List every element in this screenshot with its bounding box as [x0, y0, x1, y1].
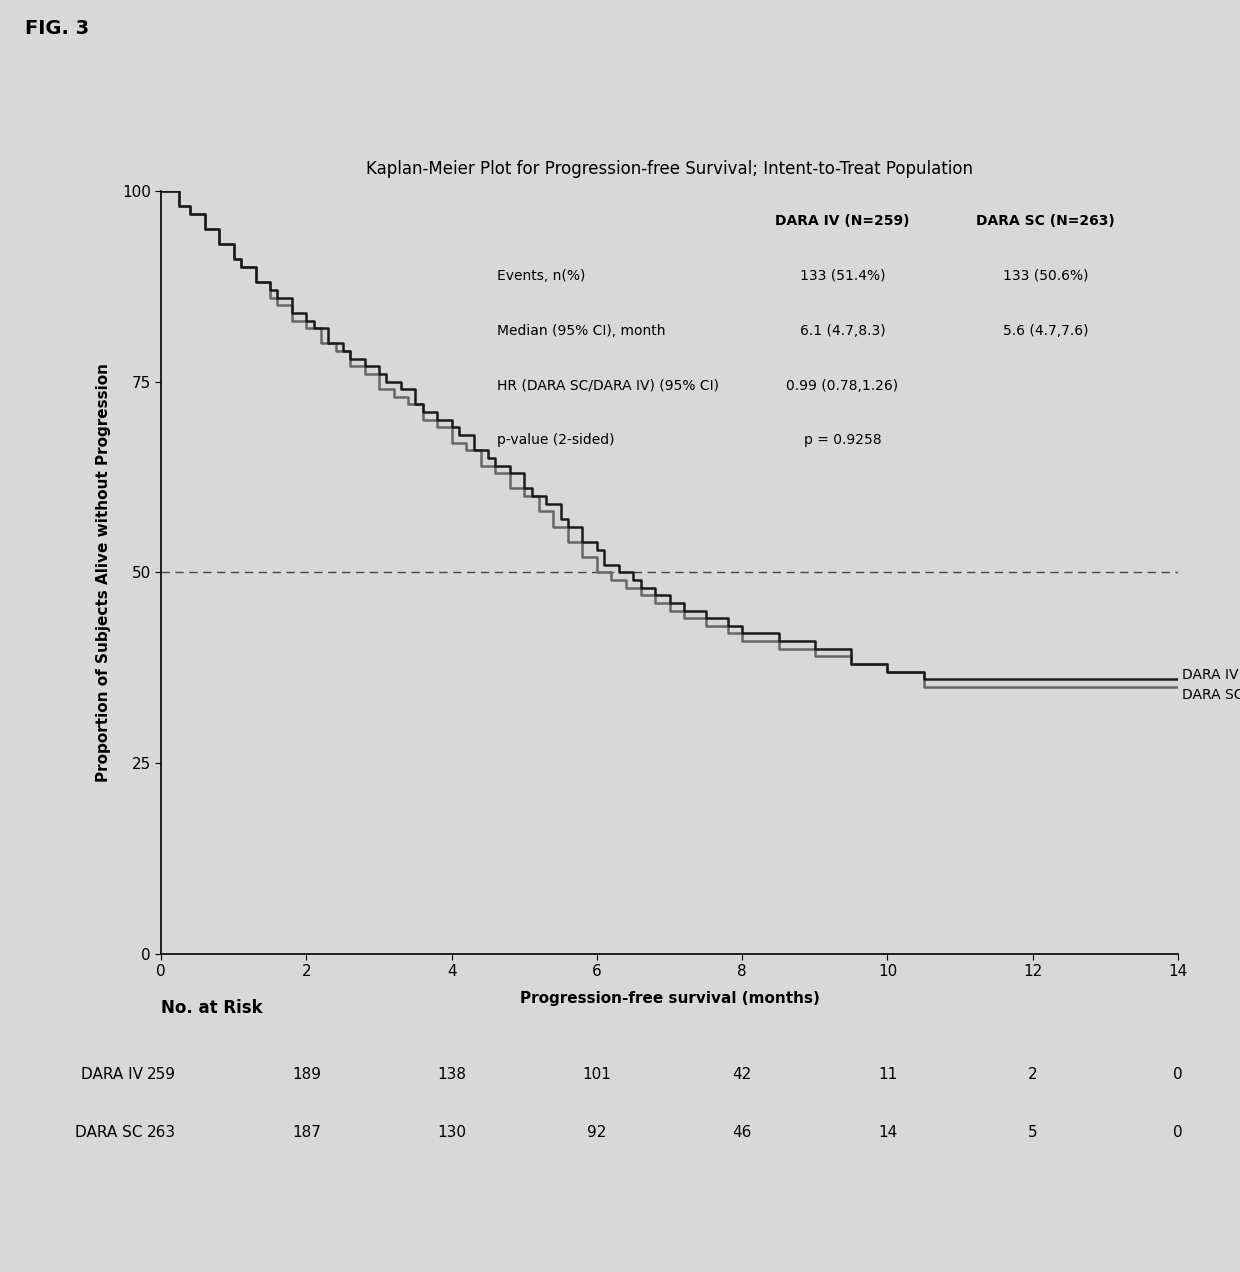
Text: 133 (50.6%): 133 (50.6%) — [1003, 268, 1089, 282]
X-axis label: Progression-free survival (months): Progression-free survival (months) — [520, 991, 820, 1006]
Text: DARA IV: DARA IV — [1182, 668, 1238, 683]
Text: No. at Risk: No. at Risk — [161, 999, 263, 1016]
Text: 0: 0 — [1173, 1124, 1183, 1140]
Text: DARA IV: DARA IV — [81, 1067, 143, 1082]
Text: 92: 92 — [588, 1124, 606, 1140]
Text: 5: 5 — [1028, 1124, 1038, 1140]
Text: 101: 101 — [583, 1067, 611, 1082]
Text: 263: 263 — [146, 1124, 176, 1140]
Text: 6.1 (4.7,8.3): 6.1 (4.7,8.3) — [800, 323, 885, 337]
Text: FIG. 3: FIG. 3 — [25, 19, 89, 38]
Text: 130: 130 — [438, 1124, 466, 1140]
Text: 133 (51.4%): 133 (51.4%) — [800, 268, 885, 282]
Text: Median (95% CI), month: Median (95% CI), month — [497, 323, 665, 337]
Text: DARA SC: DARA SC — [1182, 687, 1240, 702]
Text: 187: 187 — [291, 1124, 321, 1140]
Text: 5.6 (4.7,7.6): 5.6 (4.7,7.6) — [1003, 323, 1089, 337]
Text: DARA SC (N=263): DARA SC (N=263) — [976, 214, 1115, 228]
Text: 42: 42 — [733, 1067, 751, 1082]
Text: 14: 14 — [878, 1124, 897, 1140]
Text: 0: 0 — [1173, 1067, 1183, 1082]
Text: HR (DARA SC/DARA IV) (95% CI): HR (DARA SC/DARA IV) (95% CI) — [497, 379, 719, 393]
Text: 11: 11 — [878, 1067, 897, 1082]
Text: p = 0.9258: p = 0.9258 — [804, 434, 882, 448]
Text: 0.99 (0.78,1.26): 0.99 (0.78,1.26) — [786, 379, 899, 393]
Y-axis label: Proportion of Subjects Alive without Progression: Proportion of Subjects Alive without Pro… — [95, 363, 110, 782]
Text: DARA SC: DARA SC — [76, 1124, 143, 1140]
Text: 259: 259 — [146, 1067, 176, 1082]
Text: DARA IV (N=259): DARA IV (N=259) — [775, 214, 910, 228]
Text: Events, n(%): Events, n(%) — [497, 268, 585, 282]
Text: 2: 2 — [1028, 1067, 1038, 1082]
Text: 189: 189 — [291, 1067, 321, 1082]
Text: 138: 138 — [438, 1067, 466, 1082]
Text: p-value (2-sided): p-value (2-sided) — [497, 434, 614, 448]
Text: 46: 46 — [733, 1124, 751, 1140]
Title: Kaplan-Meier Plot for Progression-free Survival; Intent-to-Treat Population: Kaplan-Meier Plot for Progression-free S… — [366, 160, 973, 178]
